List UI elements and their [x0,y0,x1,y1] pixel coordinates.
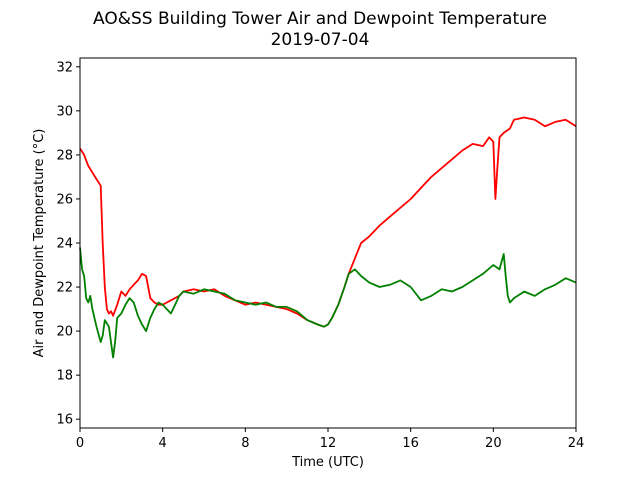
x-axis-ticks: 0 4 8 12 16 20 24 [76,428,584,451]
y-axis-ticks: 16 18 20 22 24 26 28 30 32 [56,60,80,428]
y-tick-label: 20 [56,325,73,340]
series-line-1 [79,247,577,359]
y-tick-label: 32 [56,60,73,75]
y-tick-label: 28 [56,148,73,163]
x-tick-label: 8 [241,436,249,451]
chart-title: AO&SS Building Tower Air and Dewpoint Te… [93,9,547,29]
plot-lines [79,116,577,359]
y-tick-label: 26 [56,192,73,207]
y-axis-label: Air and Dewpoint Temperature (°C) [32,129,47,358]
x-tick-label: 12 [320,436,337,451]
y-tick-label: 30 [56,104,73,119]
series-line-0 [79,116,577,328]
x-tick-label: 4 [159,436,167,451]
y-tick-label: 24 [56,237,73,252]
x-tick-label: 0 [76,436,84,451]
x-tick-label: 20 [485,436,502,451]
y-tick-label: 22 [56,281,73,296]
y-tick-label: 18 [56,369,73,384]
plot-frame [79,57,577,429]
x-tick-label: 24 [568,436,585,451]
x-tick-label: 16 [402,436,419,451]
x-axis-label: Time (UTC) [291,455,364,470]
y-tick-label: 16 [56,413,73,428]
chart-subtitle: 2019-07-04 [271,30,370,50]
